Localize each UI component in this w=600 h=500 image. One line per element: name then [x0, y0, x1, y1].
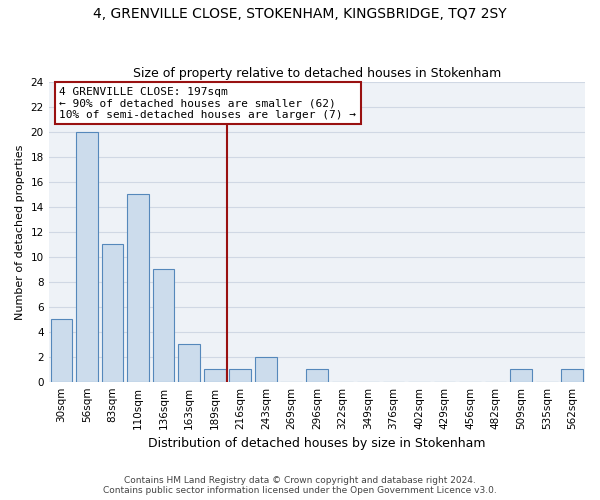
Text: 4 GRENVILLE CLOSE: 197sqm
← 90% of detached houses are smaller (62)
10% of semi-: 4 GRENVILLE CLOSE: 197sqm ← 90% of detac… — [59, 86, 356, 120]
Bar — [153, 270, 175, 382]
Bar — [562, 369, 583, 382]
Bar — [204, 369, 226, 382]
Bar — [178, 344, 200, 382]
Bar — [510, 369, 532, 382]
Bar — [306, 369, 328, 382]
Bar — [127, 194, 149, 382]
Title: Size of property relative to detached houses in Stokenham: Size of property relative to detached ho… — [133, 66, 501, 80]
Bar — [76, 132, 98, 382]
Bar — [101, 244, 124, 382]
Text: Contains HM Land Registry data © Crown copyright and database right 2024.
Contai: Contains HM Land Registry data © Crown c… — [103, 476, 497, 495]
Text: 4, GRENVILLE CLOSE, STOKENHAM, KINGSBRIDGE, TQ7 2SY: 4, GRENVILLE CLOSE, STOKENHAM, KINGSBRID… — [93, 8, 507, 22]
Bar — [229, 369, 251, 382]
Y-axis label: Number of detached properties: Number of detached properties — [15, 144, 25, 320]
Bar — [50, 320, 72, 382]
Bar — [255, 356, 277, 382]
X-axis label: Distribution of detached houses by size in Stokenham: Distribution of detached houses by size … — [148, 437, 485, 450]
